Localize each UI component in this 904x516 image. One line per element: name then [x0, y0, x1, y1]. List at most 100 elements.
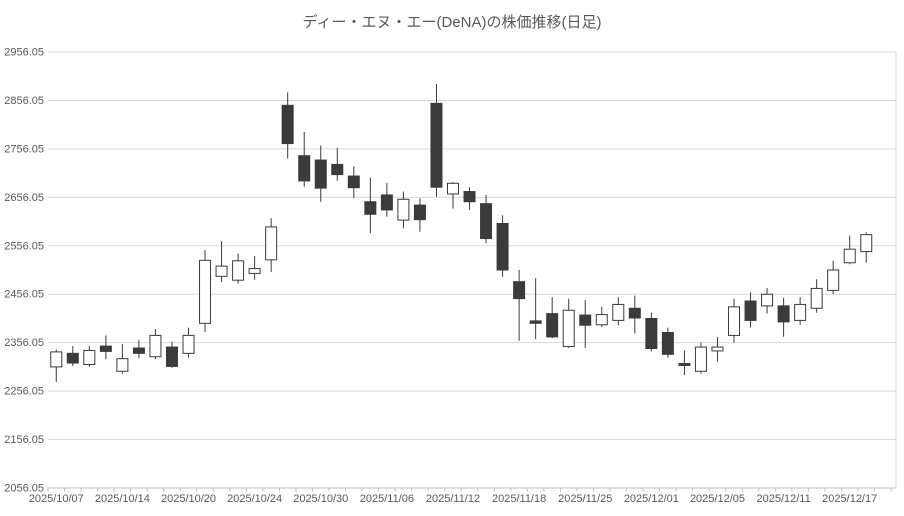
candle-body-up: [810, 287, 823, 309]
x-tick-label: 2025/11/06: [360, 493, 414, 505]
x-tick-label: 2025/11/12: [426, 493, 480, 505]
y-tick-label: 2856.05: [4, 95, 44, 107]
y-tick-label: 2256.05: [4, 386, 44, 398]
y-tick-label: 2656.05: [4, 192, 44, 204]
candle-body-up: [612, 303, 625, 321]
candle-body-up: [83, 349, 96, 365]
candle: [132, 339, 145, 359]
candle-body-up: [232, 260, 245, 281]
candle-body-up: [794, 303, 807, 321]
x-tick-label: 2025/10/24: [227, 493, 282, 505]
candle: [232, 253, 245, 284]
candle-body-down: [579, 314, 592, 326]
candle-body-down: [99, 345, 112, 352]
candle: [744, 292, 757, 328]
candle: [562, 298, 575, 349]
candle: [265, 218, 278, 272]
y-tick-label: 2356.05: [4, 337, 44, 349]
candle: [827, 260, 840, 295]
candle: [546, 297, 559, 339]
candle: [215, 240, 228, 283]
candle: [843, 235, 856, 265]
candle-body-down: [331, 163, 344, 176]
candle-body-down: [645, 317, 658, 350]
candle-body-down: [513, 281, 526, 300]
candle: [761, 287, 774, 314]
candle: [149, 329, 162, 360]
x-tick-label: 2025/12/11: [756, 493, 810, 505]
axis-lines: [47, 52, 897, 492]
candle-body-down: [529, 320, 542, 324]
candle-body-down: [132, 347, 145, 354]
y-tick-label: 2456.05: [4, 289, 44, 301]
candle: [116, 344, 129, 374]
gridlines: [48, 51, 896, 441]
x-tick-label: 2025/11/25: [558, 493, 612, 505]
candle: [480, 194, 493, 244]
candle-body-up: [860, 234, 873, 253]
y-tick-label: 2156.05: [4, 434, 44, 446]
candle-body-down: [281, 104, 294, 145]
candle-body-up: [827, 269, 840, 291]
x-tick-label: 2025/12/17: [822, 493, 877, 505]
candle-body-up: [711, 346, 724, 352]
candle-body-up: [562, 309, 575, 348]
y-tick-label: 2056.05: [4, 483, 44, 495]
candle: [99, 335, 112, 360]
candle: [645, 312, 658, 352]
x-axis-labels: 2025/10/07 2025/10/14 2025/10/20 2025/10/24…: [29, 493, 878, 505]
candle: [628, 295, 641, 334]
x-tick-label: 2025/12/05: [690, 493, 745, 505]
candle: [595, 306, 608, 328]
x-tick-label: 2025/12/01: [624, 493, 679, 505]
candle: [364, 177, 377, 234]
candle-body-down: [298, 155, 311, 182]
candle-body-down: [314, 159, 327, 189]
candles: [50, 83, 873, 382]
candle: [794, 297, 807, 325]
candle-body-down: [546, 313, 559, 338]
candle-body-down: [430, 102, 443, 188]
candle-body-up: [215, 265, 228, 277]
candle-body-up: [182, 334, 195, 354]
candle: [777, 297, 790, 337]
candle: [446, 181, 459, 209]
candle-body-down: [347, 175, 360, 189]
x-tick-label: 2025/10/30: [293, 493, 348, 505]
candle: [182, 327, 195, 358]
candle: [860, 232, 873, 263]
candle: [513, 270, 526, 341]
candle-body-up: [595, 314, 608, 326]
x-tick-label: 2025/11/18: [492, 493, 546, 505]
candle-body-down: [628, 307, 641, 319]
candle-body-up: [116, 358, 129, 372]
candle-body-down: [413, 204, 426, 221]
x-tick-label: 2025/10/20: [161, 493, 216, 505]
candle: [281, 92, 294, 159]
candle: [661, 327, 674, 358]
candle: [397, 191, 410, 229]
chart-title: ディー・エヌ・エー(DeNA)の株価推移(日足): [303, 13, 602, 31]
candle-body-down: [744, 300, 757, 321]
candle-body-up: [248, 268, 261, 274]
candle: [380, 182, 393, 217]
candle: [678, 350, 691, 376]
candle-body-up: [149, 334, 162, 358]
candle-body-down: [496, 223, 509, 271]
candle: [50, 349, 63, 382]
candle-body-up: [728, 306, 741, 336]
y-tick-label: 2556.05: [4, 240, 44, 252]
candle: [248, 255, 261, 280]
candle: [83, 346, 96, 367]
candle-body-down: [66, 352, 79, 364]
candle-body-up: [446, 182, 459, 195]
candle-body-down: [661, 332, 674, 355]
y-axis-labels: 2956.05 2856.05 2756.05 2656.05 2556.05 2456.…: [4, 47, 44, 495]
x-tick-label: 2025/10/07: [29, 493, 84, 505]
candle: [413, 198, 426, 232]
candle: [728, 298, 741, 343]
candle-body-down: [777, 305, 790, 323]
candle-body-down: [364, 201, 377, 215]
